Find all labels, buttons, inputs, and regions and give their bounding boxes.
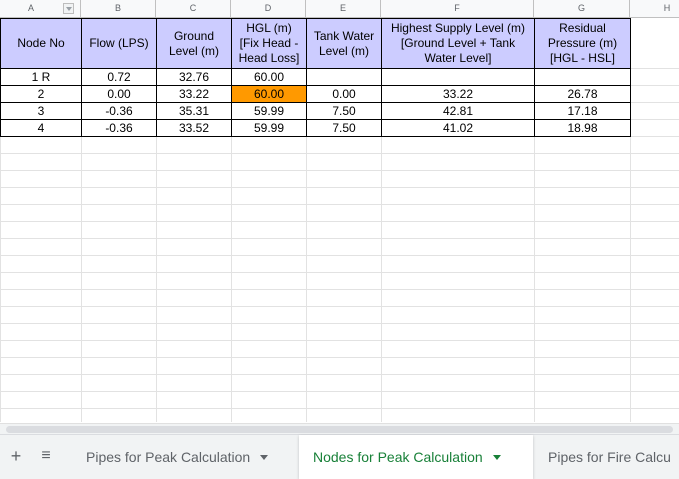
table-cell[interactable]: 59.99 <box>231 102 307 120</box>
table-cell[interactable]: 7.50 <box>306 119 382 137</box>
table-cell[interactable]: 35.31 <box>156 102 232 120</box>
table-cell[interactable]: 3 <box>0 102 82 120</box>
table-cell[interactable] <box>534 68 631 86</box>
scrollbar-thumb[interactable] <box>6 426 673 433</box>
tab-pipes-for-fire-calculation[interactable]: Pipes for Fire Calcu <box>534 435 679 479</box>
table-cell[interactable]: 42.81 <box>381 102 535 120</box>
gridline-horizontal <box>0 272 679 273</box>
column-header-h[interactable]: H <box>630 0 679 17</box>
table-cell[interactable]: 60.00 <box>231 68 307 86</box>
table-cell[interactable]: 0.72 <box>81 68 157 86</box>
table-cell[interactable]: -0.36 <box>81 102 157 120</box>
tab-label: Pipes for Fire Calcu <box>548 449 671 465</box>
header-cell[interactable]: Node No <box>0 18 82 69</box>
table-cell[interactable]: 18.98 <box>534 119 631 137</box>
column-header-c[interactable]: C <box>156 0 231 17</box>
gridline-horizontal <box>0 170 679 171</box>
gridline-horizontal <box>0 408 679 409</box>
gridline-horizontal <box>0 238 679 239</box>
table-cell[interactable]: 26.78 <box>534 85 631 103</box>
gridline-horizontal <box>0 391 679 392</box>
gridline-vertical <box>381 18 382 422</box>
column-header-g[interactable]: G <box>534 0 630 17</box>
table-cell[interactable]: -0.36 <box>81 119 157 137</box>
table-cell[interactable]: 60.00 <box>231 85 307 103</box>
gridline-vertical <box>81 18 82 422</box>
gridline-horizontal <box>0 221 679 222</box>
column-header-a[interactable]: A <box>0 0 81 17</box>
gridline-horizontal <box>0 204 679 205</box>
header-cell[interactable]: Residual Pressure (m) [HGL - HSL] <box>534 18 631 69</box>
table-cell[interactable]: 33.22 <box>156 85 232 103</box>
gridline-horizontal <box>0 289 679 290</box>
table-cell[interactable]: 33.52 <box>156 119 232 137</box>
table-cell[interactable]: 7.50 <box>306 102 382 120</box>
gridline-vertical <box>0 18 1 422</box>
gridline-horizontal <box>0 187 679 188</box>
gridline-vertical <box>231 18 232 422</box>
table-cell[interactable]: 0.00 <box>306 85 382 103</box>
gridline-vertical <box>156 18 157 422</box>
table-cell[interactable] <box>381 68 535 86</box>
table-cell[interactable]: 32.76 <box>156 68 232 86</box>
tab-label: Nodes for Peak Calculation <box>313 449 483 465</box>
filter-dropdown-icon[interactable] <box>63 3 74 14</box>
header-cell[interactable]: Tank Water Level (m) <box>306 18 382 69</box>
tab-nodes-for-peak-calculation[interactable]: Nodes for Peak Calculation <box>299 435 533 479</box>
table-cell[interactable]: 4 <box>0 119 82 137</box>
column-header-f[interactable]: F <box>381 0 534 17</box>
sheet-tab-bar: + ≡ Pipes for Peak Calculation Nodes for… <box>0 434 679 479</box>
gridline-horizontal <box>0 153 679 154</box>
gridline-vertical <box>534 18 535 422</box>
tab-pipes-for-peak-calculation[interactable]: Pipes for Peak Calculation <box>72 435 298 479</box>
table-cell[interactable]: 0.00 <box>81 85 157 103</box>
tab-label: Pipes for Peak Calculation <box>86 449 251 465</box>
menu-icon[interactable]: ≡ <box>41 447 51 464</box>
table-cell[interactable]: 33.22 <box>381 85 535 103</box>
gridline-horizontal <box>0 374 679 375</box>
header-cell[interactable]: Ground Level (m) <box>156 18 232 69</box>
plus-icon[interactable]: + <box>10 446 22 466</box>
column-header-bar: A B C D E F G H <box>0 0 679 18</box>
gridline-vertical <box>306 18 307 422</box>
table-cell[interactable] <box>306 68 382 86</box>
gridline-horizontal <box>0 306 679 307</box>
table-cell[interactable]: 17.18 <box>534 102 631 120</box>
column-header-b[interactable]: B <box>81 0 156 17</box>
table-cell[interactable]: 59.99 <box>231 119 307 137</box>
table-cell[interactable]: 1 R <box>0 68 82 86</box>
chevron-down-icon[interactable] <box>260 454 269 460</box>
column-header-d[interactable]: D <box>231 0 306 17</box>
table-cell[interactable]: 2 <box>0 85 82 103</box>
gridline-horizontal <box>0 255 679 256</box>
header-cell[interactable]: Highest Supply Level (m) [Ground Level +… <box>381 18 535 69</box>
gridline-horizontal <box>0 323 679 324</box>
spreadsheet-grid[interactable]: Node No Flow (LPS) Ground Level (m) HGL (m)… <box>0 18 679 422</box>
gridline-vertical <box>630 18 631 422</box>
column-header-e[interactable]: E <box>306 0 381 17</box>
gridline-horizontal <box>0 340 679 341</box>
gridline-horizontal <box>0 357 679 358</box>
header-cell[interactable]: HGL (m) [Fix Head - Head Loss] <box>231 18 307 69</box>
chevron-down-icon[interactable] <box>492 454 501 460</box>
header-cell[interactable]: Flow (LPS) <box>81 18 157 69</box>
table-cell[interactable]: 41.02 <box>381 119 535 137</box>
horizontal-scrollbar[interactable] <box>0 423 679 435</box>
